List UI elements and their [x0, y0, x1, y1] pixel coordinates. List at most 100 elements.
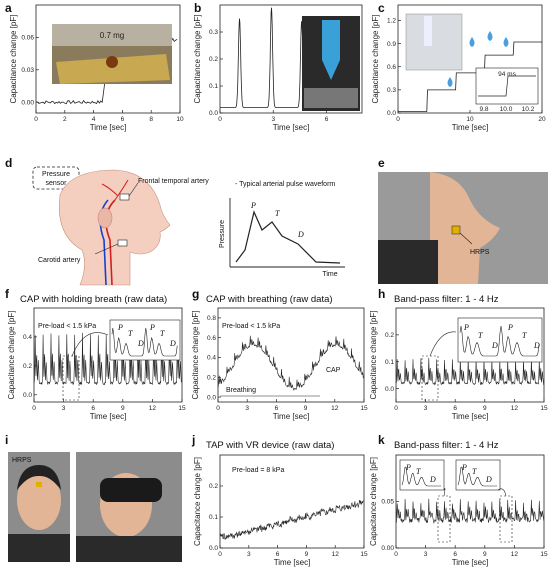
chart-k-inset-2-D: D — [485, 475, 492, 484]
panel-label-b: b — [194, 1, 201, 15]
chart-k-xtick-label: 15 — [540, 551, 548, 558]
chart-k-inset-1-P: P — [405, 463, 411, 472]
chart-k-xtick-label: 12 — [511, 551, 519, 558]
chart-j: 0 3 6 9 12 15 0.0 0.1 0.2 Time [sec] Capacitance c… — [193, 454, 368, 567]
chart-h-series — [395, 357, 545, 386]
chart-h-frame — [395, 307, 545, 403]
chart-g-ytick-label: 0.2 — [207, 374, 216, 381]
chart-j-ytick-label: 0.1 — [209, 514, 218, 521]
droplet-icon — [487, 31, 493, 41]
chart-h-xtick-label: 12 — [511, 405, 519, 412]
pressure-sensor-label-1: Pressure — [42, 171, 70, 178]
chart-k-xlabel: Time [sec] — [452, 558, 489, 567]
chart-g: 0 3 6 9 12 15 0.0 0.2 0.4 0.6 0.8 Time [sec] Capacit… — [191, 307, 368, 421]
chart-g-ytick-label: 0.8 — [207, 315, 216, 322]
sensor-temporal — [119, 193, 130, 201]
hrps-forehead — [36, 482, 42, 487]
chart-j-preload: Pre-load = 8 kPa — [232, 467, 284, 474]
chart-a-ytick-label: 0.03 — [21, 67, 34, 74]
chart-k-title: Band-pass filter: 1 - 4 Hz — [394, 440, 499, 451]
chart-c-inset-xtick: 9.8 — [479, 106, 488, 113]
chart-c-ytick-label: 0.3 — [387, 87, 396, 94]
chart-c-xlabel: Time [sec] — [452, 123, 489, 132]
ear — [97, 207, 113, 229]
chart-b-ytick-label: 0.0 — [209, 110, 218, 117]
chart-k-inset-series-2 — [457, 466, 498, 487]
chart-j-xtick-label: 9 — [305, 551, 309, 558]
chart-k-xtick-label: 0 — [394, 551, 398, 558]
waveform-title: - Typical arterial pulse waveform — [235, 181, 335, 188]
waveform-ylabel: Pressure — [219, 220, 226, 248]
panel-label-h: h — [378, 287, 385, 301]
chart-f-inset-P: P — [149, 323, 155, 332]
sensor-carotid — [117, 239, 128, 247]
chart-h-xtick-label: 9 — [483, 405, 487, 412]
chart-a-xtick-label: 6 — [121, 116, 125, 123]
chart-a-ylabel: Capacitance change [pF] — [9, 15, 18, 104]
chart-f-inset-D: D — [137, 339, 144, 348]
chart-f-inset-P: P — [117, 323, 123, 332]
chart-h-inset-series — [459, 325, 540, 357]
chart-f-xtick-label: 0 — [32, 405, 36, 412]
chart-f-xtick-label: 12 — [149, 405, 157, 412]
panel-label-g: g — [192, 287, 199, 301]
chart-k-xtick-label: 9 — [483, 551, 487, 558]
panel-label-e: e — [378, 156, 385, 170]
chart-k-inset-2-P: P — [461, 463, 467, 472]
pipette-tube — [322, 20, 340, 60]
mass-label: 0.7 mg — [100, 31, 124, 40]
shirt-front — [8, 534, 70, 562]
chart-h-ylabel: Capacitance change [pF] — [369, 311, 378, 400]
chart-g-ytick-label: 0.4 — [207, 355, 216, 362]
chart-h-xtick-label: 15 — [540, 405, 548, 412]
chart-c-ms-label: 94 ms — [498, 71, 516, 78]
chart-k-xtick-label: 6 — [453, 551, 457, 558]
pressure-sensor-label-2: sensor — [45, 180, 67, 187]
chart-c-series — [398, 41, 542, 112]
chart-a-ytick-label: 0.06 — [21, 35, 34, 42]
chart-j-xtick-label: 3 — [247, 551, 251, 558]
chart-g-ylabel: Capacitance change [pF] — [191, 311, 200, 400]
chart-f: 0 3 6 9 12 15 0.0 0.2 0.4 Time [sec] Capacitance c… — [7, 307, 186, 421]
chart-h-xlabel: Time [sec] — [452, 412, 489, 421]
chart-f-highlight — [62, 355, 80, 401]
sensor-surface — [304, 88, 358, 108]
chart-b-xtick-label: 3 — [271, 116, 275, 123]
chart-g-breathing-label: Breathing — [226, 387, 256, 394]
face-front — [17, 470, 61, 530]
chart-c-inset-series — [478, 75, 536, 97]
chart-k-ytick-label: 0.05 — [381, 499, 394, 506]
chart-c-xtick-label: 20 — [538, 116, 546, 123]
chart-k-ylabel: Capacitance change [pF] — [369, 457, 378, 546]
waveform-curve — [235, 210, 341, 264]
chart-g-xtick-label: 6 — [275, 405, 279, 412]
chart-c-ytick-label: 0.6 — [387, 64, 396, 71]
chart-b-ytick-label: 0.1 — [209, 83, 218, 90]
chart-g-xtick-label: 15 — [360, 405, 368, 412]
chart-k-ytick-label: 0.00 — [381, 545, 394, 552]
hrps-label: HRPS — [470, 249, 490, 256]
vr-headset — [100, 478, 162, 502]
temporal-artery — [101, 179, 129, 201]
photo-vr: HRPS — [8, 452, 182, 562]
hrps-leader — [459, 232, 473, 245]
photo-pipette — [302, 16, 360, 111]
chart-j-title: TAP with VR device (raw data) — [206, 440, 334, 451]
chart-f-xtick-label: 3 — [62, 405, 66, 412]
pipette-tip — [322, 60, 340, 80]
chart-f-ytick-label: 0.4 — [23, 334, 32, 341]
chart-h: 0 3 6 9 12 15 0.0 0.1 0.2 Time [sec] Capacitance c… — [369, 307, 548, 421]
chart-k-inset-series-1 — [401, 466, 442, 487]
sensor-pad — [56, 54, 170, 84]
temporal-artery-label: Frontal temporal artery — [138, 178, 209, 185]
temporal-leader — [128, 182, 139, 197]
wave-D: D — [297, 230, 304, 239]
chart-a-ytick-label: 0.00 — [21, 99, 34, 106]
panel-label-f: f — [5, 287, 10, 301]
hair-front — [17, 465, 61, 490]
chart-j-series — [219, 499, 364, 541]
chart-k-inset-1-T: T — [416, 467, 421, 476]
chart-g-xtick-label: 3 — [245, 405, 249, 412]
chart-j-ylabel: Capacitance change [pF] — [193, 457, 202, 546]
panel-label-j: j — [191, 433, 195, 447]
